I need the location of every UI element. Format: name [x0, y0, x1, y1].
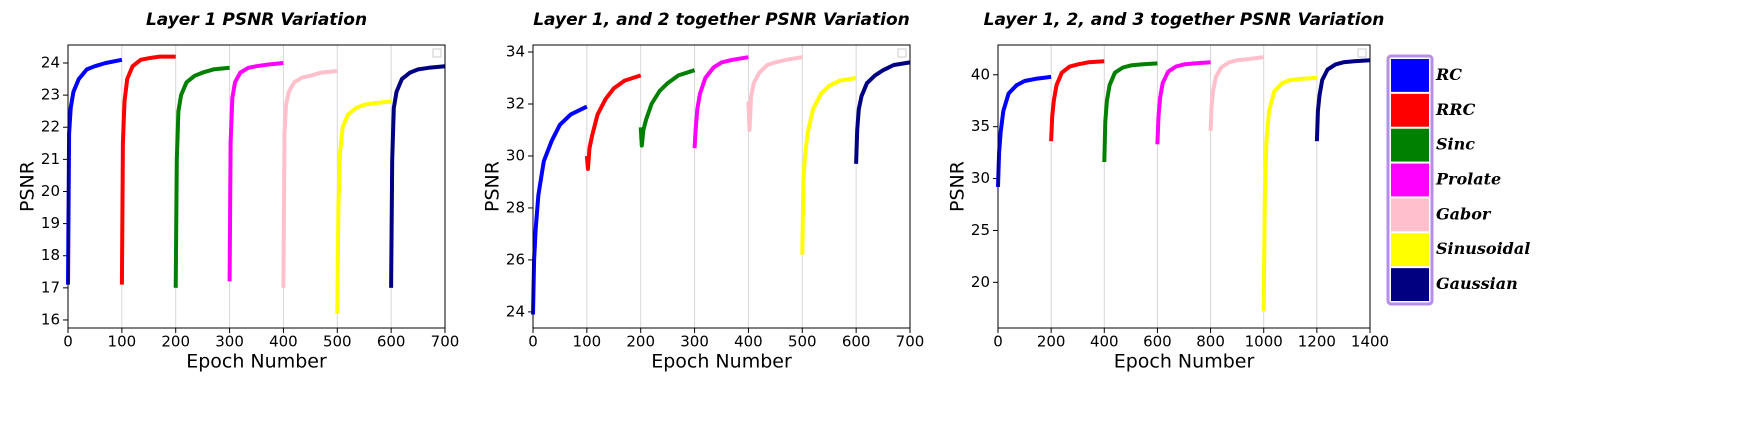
x-tick-label: 200: [1037, 333, 1066, 351]
data-line: [227, 61, 284, 282]
x-tick-label: 400: [734, 333, 763, 351]
x-tick-label: 700: [431, 333, 460, 351]
y-tick-label: 19: [41, 214, 60, 232]
y-tick-label: 24: [41, 53, 60, 71]
x-tick-label: 600: [377, 333, 406, 351]
x-tick-label: 100: [108, 333, 137, 351]
x-tick-label: 1400: [1351, 333, 1389, 351]
data-line: [281, 69, 338, 288]
plot-frame: [67, 44, 446, 329]
y-tick-label: 23: [41, 86, 60, 104]
data-line: [854, 60, 911, 164]
data-line: [692, 55, 749, 149]
x-axis-label: Epoch Number: [651, 351, 792, 373]
x-axis-label: Epoch Number: [1114, 351, 1255, 373]
y-tick-label: 16: [41, 310, 60, 328]
chart-title: Layer 1, 2, and 3 together PSNR Variatio…: [984, 10, 1385, 30]
data-line: [1208, 55, 1264, 131]
y-tick-label: 20: [971, 273, 990, 291]
legend-swatch: [1391, 163, 1429, 197]
y-tick-label: 35: [971, 117, 990, 135]
legend-swatch: [1391, 93, 1429, 127]
x-tick-label: 400: [1090, 333, 1119, 351]
x-tick-label: 500: [788, 333, 817, 351]
data-line: [584, 73, 642, 171]
legend-label: RRC: [1435, 100, 1476, 119]
y-tick-label: 26: [506, 250, 525, 268]
x-tick-label: 400: [269, 333, 298, 351]
x-tick-label: 300: [680, 333, 709, 351]
data-line: [1049, 59, 1105, 142]
legend-label: Gaussian: [1436, 274, 1518, 293]
x-tick-label: 100: [573, 333, 602, 351]
data-line: [996, 74, 1052, 187]
y-tick-label: 40: [971, 65, 990, 83]
x-tick-label: 300: [215, 333, 244, 351]
y-tick-label: 30: [971, 169, 990, 187]
empty-legend: [1357, 48, 1367, 58]
x-tick-label: 1200: [1298, 333, 1336, 351]
data-line: [173, 65, 230, 288]
y-tick-label: 21: [41, 150, 60, 168]
legend-label: Sinusoidal: [1436, 239, 1530, 258]
legend-swatch: [1391, 198, 1429, 232]
y-axis-label: PSNR: [482, 161, 504, 212]
y-axis-label: PSNR: [947, 161, 969, 212]
data-line: [1155, 60, 1211, 145]
y-tick-label: 22: [41, 118, 60, 136]
data-line: [1261, 75, 1318, 312]
data-line: [389, 64, 446, 288]
data-line: [1102, 61, 1158, 163]
y-axis-label: PSNR: [17, 161, 39, 212]
data-line: [119, 54, 176, 285]
x-tick-label: 500: [323, 333, 352, 351]
y-tick-label: 17: [41, 278, 60, 296]
y-tick-label: 34: [506, 43, 525, 61]
data-line: [66, 57, 123, 285]
empty-legend: [432, 48, 442, 58]
data-line: [746, 55, 803, 132]
legend-swatch: [1391, 233, 1429, 267]
x-tick-label: 600: [842, 333, 871, 351]
data-line: [335, 99, 392, 314]
chart-title: Layer 1, and 2 together PSNR Variation: [533, 10, 910, 30]
x-tick-label: 700: [896, 333, 925, 351]
plot-frame: [997, 44, 1371, 329]
legend-frame: [1386, 54, 1434, 306]
plot-frame: [532, 44, 911, 329]
y-tick-label: 24: [506, 302, 525, 320]
legend-swatch: [1391, 128, 1429, 162]
x-tick-label: 0: [528, 333, 538, 351]
x-tick-label: 200: [626, 333, 655, 351]
x-tick-label: 200: [161, 333, 190, 351]
data-line: [800, 76, 857, 255]
legend-label: Gabor: [1436, 204, 1492, 223]
empty-legend: [897, 48, 907, 58]
data-line: [1314, 58, 1371, 142]
x-tick-label: 600: [1143, 333, 1172, 351]
data-line: [531, 104, 588, 315]
y-tick-label: 25: [971, 221, 990, 239]
y-tick-label: 32: [506, 94, 525, 112]
data-line: [638, 68, 696, 148]
legend-label: Prolate: [1435, 170, 1501, 189]
y-tick-label: 18: [41, 246, 60, 264]
y-tick-label: 20: [41, 182, 60, 200]
legend-swatch: [1391, 268, 1429, 301]
y-tick-label: 28: [506, 198, 525, 216]
x-tick-label: 1000: [1245, 333, 1283, 351]
legend-label: Sinc: [1436, 135, 1475, 154]
x-tick-label: 800: [1196, 333, 1225, 351]
x-tick-label: 0: [993, 333, 1003, 351]
x-tick-label: 0: [63, 333, 73, 351]
chart-title: Layer 1 PSNR Variation: [146, 10, 367, 30]
x-axis-label: Epoch Number: [186, 351, 327, 373]
y-tick-label: 30: [506, 146, 525, 164]
legend-label: RC: [1435, 65, 1462, 84]
legend-swatch: [1391, 59, 1429, 92]
